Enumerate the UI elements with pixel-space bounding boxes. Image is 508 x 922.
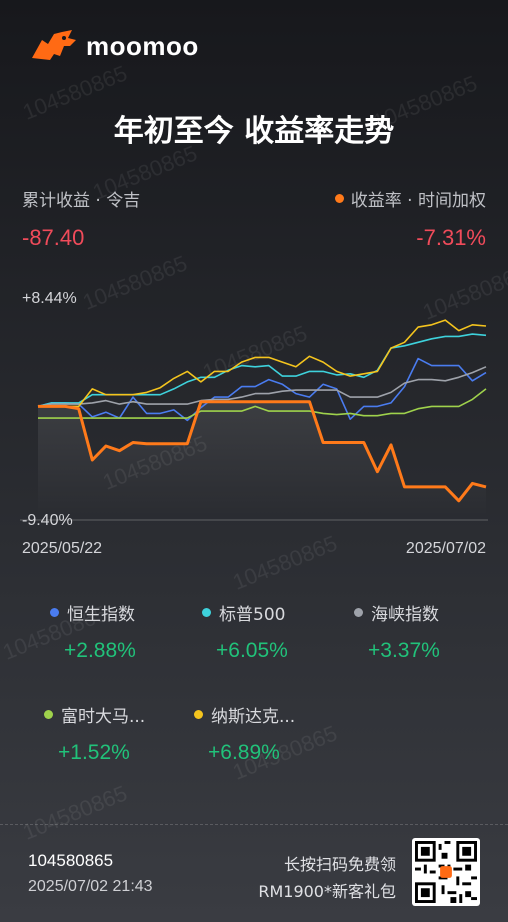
promo-line-2: RM1900*新客礼包	[258, 882, 396, 901]
y-axis-max-label: +8.44%	[22, 290, 77, 307]
legend-name: 恒生指数	[67, 605, 135, 625]
series-line-5	[38, 319, 487, 408]
y-axis-min-label: -9.40%	[22, 512, 73, 529]
bull-logo-icon	[32, 30, 76, 60]
cumulative-return-value: -87.40	[22, 225, 85, 250]
series-line-4	[38, 388, 487, 419]
return-rate-value: -7.31%	[416, 225, 486, 250]
orange-dot-icon	[334, 194, 344, 203]
gray-dot-icon	[354, 608, 363, 617]
series-line-2	[37, 333, 487, 408]
legend-name: 纳斯达克...	[211, 707, 296, 727]
legend-value: +6.05%	[216, 639, 288, 662]
brand-logo: moomoo	[28, 28, 199, 64]
legend-name: 富时大马...	[61, 707, 146, 727]
cumulative-return-label: 累计收益 · 令吉	[22, 191, 141, 211]
series-line-1	[37, 357, 487, 422]
legend-item-klci: 富时大马... +1.52%	[44, 702, 194, 765]
legend-value: +1.52%	[58, 741, 130, 764]
portfolio-area-fill	[38, 401, 486, 516]
series-line-3	[37, 366, 487, 408]
yellow-dot-icon	[194, 710, 203, 719]
legend-value: +2.88%	[64, 639, 136, 662]
legend-item-sp500: 标普500 +6.05%	[202, 600, 352, 663]
footer-divider	[0, 824, 508, 825]
x-axis-start-date: 2025/05/22	[22, 540, 103, 557]
legend-item-hsi: 恒生指数 +2.88%	[50, 600, 200, 663]
qr-code[interactable]	[412, 838, 480, 906]
account-id: 104580865	[28, 851, 114, 870]
legend-value: +6.89%	[208, 741, 280, 764]
legend-item-nasdaq: 纳斯达克... +6.89%	[194, 702, 344, 765]
return-trend-chart	[20, 319, 488, 521]
blue-dot-icon	[50, 608, 59, 617]
cyan-dot-icon	[202, 608, 211, 617]
return-rate-summary: 收益率 · 时间加权 -7.31%	[334, 186, 486, 251]
x-axis-end-date: 2025/07/02	[405, 540, 486, 557]
legend-item-sti: 海峡指数 +3.37%	[354, 600, 504, 663]
cumulative-return-summary: 累计收益 · 令吉 -87.40	[22, 186, 140, 251]
legend-value: +3.37%	[368, 639, 440, 662]
green-dot-icon	[44, 710, 53, 719]
legend-name: 标普500	[219, 605, 286, 625]
timestamp: 2025/07/02 21:43	[28, 878, 153, 895]
legend-name: 海峡指数	[371, 605, 439, 625]
page-title: 年初至今 收益率走势	[113, 114, 395, 149]
series-line-0	[38, 400, 487, 503]
promo-line-1: 长按扫码免费领	[283, 855, 396, 874]
return-rate-label: 收益率 · 时间加权	[350, 191, 486, 211]
brand-name: moomoo	[86, 30, 199, 61]
watermark-text: 104580865	[19, 780, 131, 845]
qr-code-icon	[415, 841, 477, 903]
